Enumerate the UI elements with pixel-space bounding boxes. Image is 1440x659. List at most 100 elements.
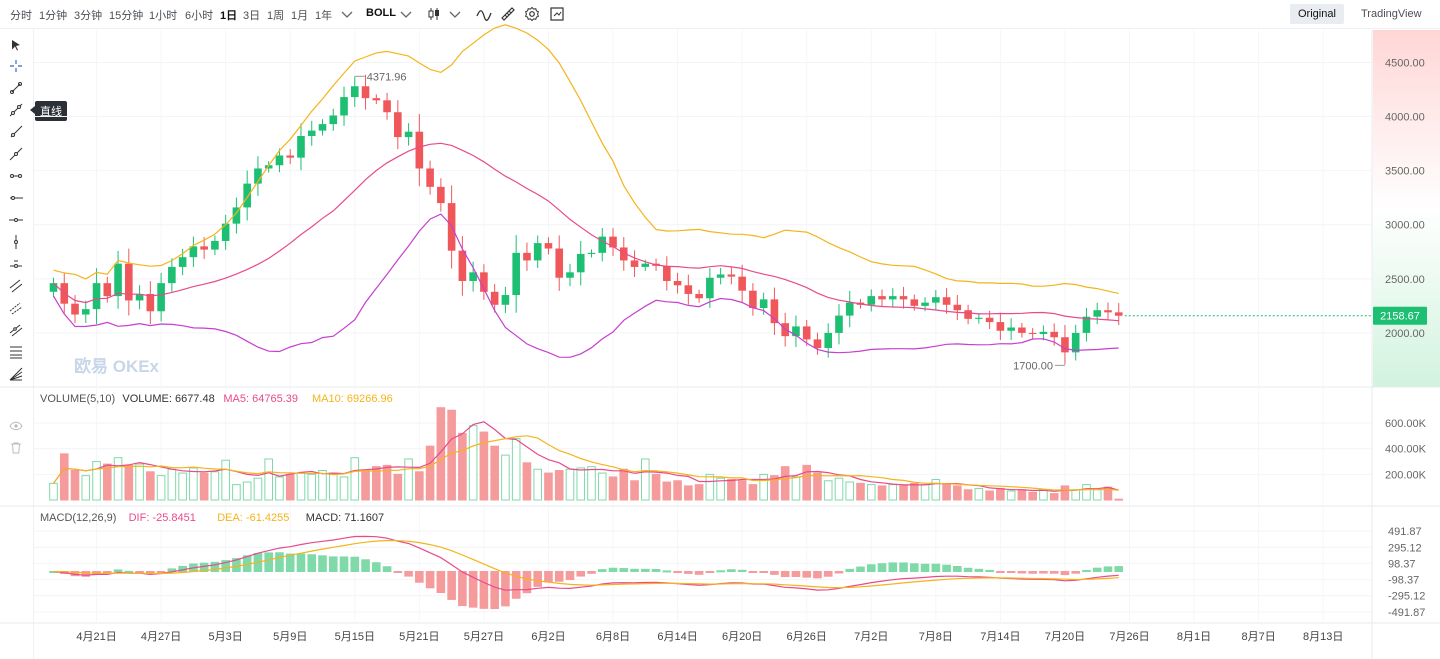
macd-bar [996,571,1005,573]
interval-6[interactable]: 1日 [220,10,238,22]
trash-icon[interactable] [9,441,23,455]
drawing-ruler-icon[interactable] [500,6,516,22]
volume-bar [974,487,984,501]
cursor-arrow-icon[interactable] [9,38,23,52]
price-line-icon[interactable] [9,257,23,271]
tradingview-button[interactable]: TradingView [1361,8,1422,20]
ray-line-icon[interactable] [9,125,23,139]
low-price-label: 1700.00 [1013,360,1053,372]
volume-bar [361,470,370,501]
macd-bar [382,566,392,572]
macd-bar [651,568,661,573]
macd-bar [156,571,166,573]
candle-body [932,297,940,303]
interval-1[interactable]: 1分钟 [39,10,68,22]
candle-body [125,263,133,301]
volume-bar [619,468,629,501]
candle-body [845,302,854,316]
volume-bar [199,472,209,501]
extended-line-icon[interactable] [9,147,23,161]
gear-icon[interactable] [524,6,540,22]
candle-body [749,290,757,309]
macd-bar [910,563,919,573]
horizontal-ray-icon[interactable] [9,191,23,205]
chevron-down-icon[interactable] [398,6,414,22]
price-channel-icon[interactable] [9,301,23,315]
indicator-wave-icon[interactable] [476,6,492,22]
volume-bar [684,485,693,501]
interval-0[interactable]: 分时 [10,10,32,22]
volume-legend-item: VOLUME: 6677.48 [122,393,214,405]
crosshair-icon[interactable] [9,59,23,73]
interval-2[interactable]: 3分钟 [74,10,103,22]
candle-body [1093,310,1102,317]
volume-bar [146,471,155,501]
volume-tick-label: 400.00K [1385,444,1427,456]
macd-bar [953,565,962,572]
candle-body [426,168,434,187]
eye-icon[interactable] [9,419,23,433]
price-tick-label: 3500.00 [1385,166,1425,178]
horizontal-segment-icon[interactable] [9,169,23,183]
macd-bar [748,571,758,573]
macd-bar [791,571,801,577]
volume-bar [544,472,553,501]
volume-bar [673,480,682,501]
macd-bar [985,569,994,572]
interval-3[interactable]: 15分钟 [109,10,144,22]
original-view-button[interactable]: Original [1290,4,1344,24]
volume-bar [318,470,327,501]
horizontal-line-icon[interactable] [9,213,23,227]
chevron-down-icon[interactable] [339,6,355,22]
candle-body [157,283,165,312]
macd-bar [630,568,639,572]
volume-bar [135,463,144,501]
volume-bar [565,468,575,501]
price-tick-label: 2000.00 [1385,328,1425,340]
trend-line-icon[interactable] [9,81,23,95]
volume-bar [1028,491,1037,501]
volume-bar [436,407,446,501]
volume-bar [963,489,973,501]
volume-bar [275,476,284,501]
candle-body [759,299,768,309]
straight-line-icon[interactable] [9,103,23,117]
interval-4[interactable]: 1小时 [149,10,178,22]
macd-bar [447,571,456,600]
volume-bar [985,490,994,501]
interval-8[interactable]: 1周 [267,10,285,22]
volume-bar [845,481,855,501]
candle-body [286,155,295,158]
volume-bar [780,466,790,501]
macd-bar [576,571,586,577]
volume-bar [877,485,887,501]
volume-tick-label: 600.00K [1385,418,1427,430]
candle-body [942,297,951,305]
volume-bar [748,484,758,501]
candle-body [92,283,101,310]
interval-10[interactable]: 1年 [315,10,333,22]
interval-5[interactable]: 6小时 [185,10,214,22]
candle-body [480,272,488,292]
macd-bar [759,571,768,573]
macd-bar [393,571,403,574]
indicator-select[interactable]: BOLL [366,7,396,19]
fan-lines-icon[interactable] [9,367,23,381]
macd-bar [845,568,855,573]
macd-bar [866,564,876,573]
parallel-line-icon[interactable] [9,323,23,337]
macd-bar [511,571,521,599]
macd-bar [727,569,736,572]
fibonacci-icon[interactable] [9,345,23,359]
parallel-channel-icon[interactable] [9,279,23,293]
candlestick-type-icon[interactable] [426,6,442,22]
screenshot-icon[interactable] [549,6,565,22]
volume-bar [501,454,510,501]
chevron-down-icon[interactable] [447,6,463,22]
vertical-line-icon[interactable] [9,235,23,249]
interval-7[interactable]: 3日 [243,10,261,22]
interval-9[interactable]: 1月 [291,10,309,22]
candle-body [383,100,391,113]
volume-bar [328,472,338,501]
